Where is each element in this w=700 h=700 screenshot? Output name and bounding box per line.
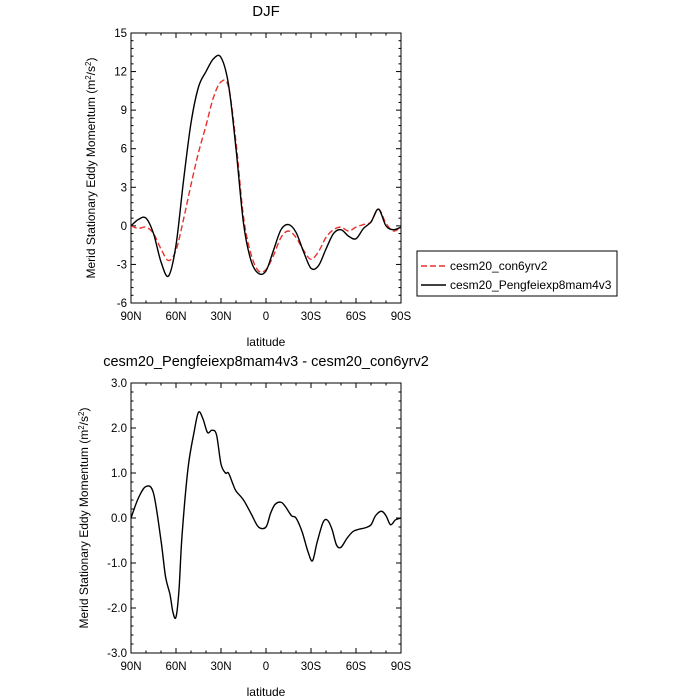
x-tick-label: 60S — [346, 661, 367, 673]
bottom-chart-y-ticks: -3.0 -2.0 -1.0 0.0 1.0 2.0 3.0 — [107, 378, 401, 660]
legend-label-series-2: cesm20_Pengfeiexp8mam4v3 — [450, 278, 612, 292]
y-tick-label: 2.0 — [111, 423, 127, 435]
bottom-chart-x-axis-label: latitude — [247, 685, 286, 699]
legend-box — [416, 250, 618, 297]
top-chart-title: DJF — [252, 3, 280, 20]
x-tick-label: 0 — [263, 311, 269, 323]
bottom-chart-title: cesm20_Pengfeiexp8mam4v3 - cesm20_con6yr… — [103, 354, 429, 370]
top-chart-lines — [130, 54, 402, 278]
top-chart-legend: cesm20_con6yrv2 cesm20_Pengfeiexp8mam4v3 — [416, 250, 618, 297]
bottom-y-label-main: Merid Stationary Eddy Momentum (m — [77, 430, 91, 629]
top-chart-panel: DJF -6 -3 0 3 6 9 12 15 90N 60N 30N 0 30S 60S 90S lat… — [84, 3, 618, 349]
x-tick-label: 60N — [165, 311, 186, 323]
y-tick-label: -2.0 — [107, 603, 127, 615]
bottom-y-label-sup2: 2 — [77, 411, 86, 416]
series-line-2 — [130, 54, 402, 278]
x-tick-label: 30S — [301, 661, 322, 673]
x-tick-label: 60N — [165, 661, 186, 673]
top-y-label-sup1: 2 — [84, 75, 93, 80]
y-tick-label: 6 — [121, 144, 127, 156]
bottom-chart-lines — [130, 411, 402, 620]
top-chart-x-ticks: 90N 60N 30N 0 30S 60S 90S — [120, 33, 412, 323]
y-tick-label: 3.0 — [111, 378, 127, 390]
x-tick-label: 90S — [391, 311, 412, 323]
x-tick-label: 30S — [301, 311, 322, 323]
x-tick-label: 90N — [120, 661, 141, 673]
y-tick-label: -6 — [117, 298, 127, 310]
x-tick-label: 90N — [120, 311, 141, 323]
bottom-y-label-end: ) — [77, 408, 91, 412]
top-chart-x-axis-label: latitude — [247, 335, 286, 349]
bottom-chart-panel: cesm20_Pengfeiexp8mam4v3 - cesm20_con6yr… — [77, 354, 429, 699]
x-tick-label: 30N — [210, 311, 231, 323]
top-y-label-sup2: 2 — [84, 61, 93, 66]
y-tick-label: 1.0 — [111, 468, 127, 480]
bottom-chart-y-axis-label: Merid Stationary Eddy Momentum (m2/s2) — [77, 408, 92, 629]
y-tick-label: 0.0 — [111, 513, 127, 525]
y-tick-label: 15 — [114, 28, 127, 40]
top-y-label-mid: /s — [84, 66, 98, 75]
y-tick-label: 3 — [121, 182, 127, 194]
x-tick-label: 90S — [391, 661, 412, 673]
bottom-chart-x-ticks: 90N 60N 30N 0 30S 60S 90S — [120, 383, 412, 673]
top-y-label-end: ) — [84, 58, 98, 62]
top-chart-y-axis-label: Merid Stationary Eddy Momentum (m2/s2) — [84, 58, 99, 279]
series-line-1 — [130, 411, 402, 620]
top-chart-y-ticks: -6 -3 0 3 6 9 12 15 — [114, 28, 401, 310]
y-tick-label: -3.0 — [107, 648, 127, 660]
x-tick-label: 60S — [346, 311, 367, 323]
top-y-label-main: Merid Stationary Eddy Momentum (m — [84, 80, 98, 279]
y-tick-label: -1.0 — [107, 558, 127, 570]
y-tick-label: -3 — [117, 259, 127, 271]
x-tick-label: 0 — [263, 661, 269, 673]
bottom-y-label-sup1: 2 — [77, 425, 86, 430]
legend-label-series-1: cesm20_con6yrv2 — [450, 259, 548, 273]
y-tick-label: 12 — [114, 67, 127, 79]
x-tick-label: 30N — [210, 661, 231, 673]
y-tick-label: 9 — [121, 105, 127, 117]
y-tick-label: 0 — [121, 221, 127, 233]
bottom-y-label-mid: /s — [77, 416, 91, 425]
